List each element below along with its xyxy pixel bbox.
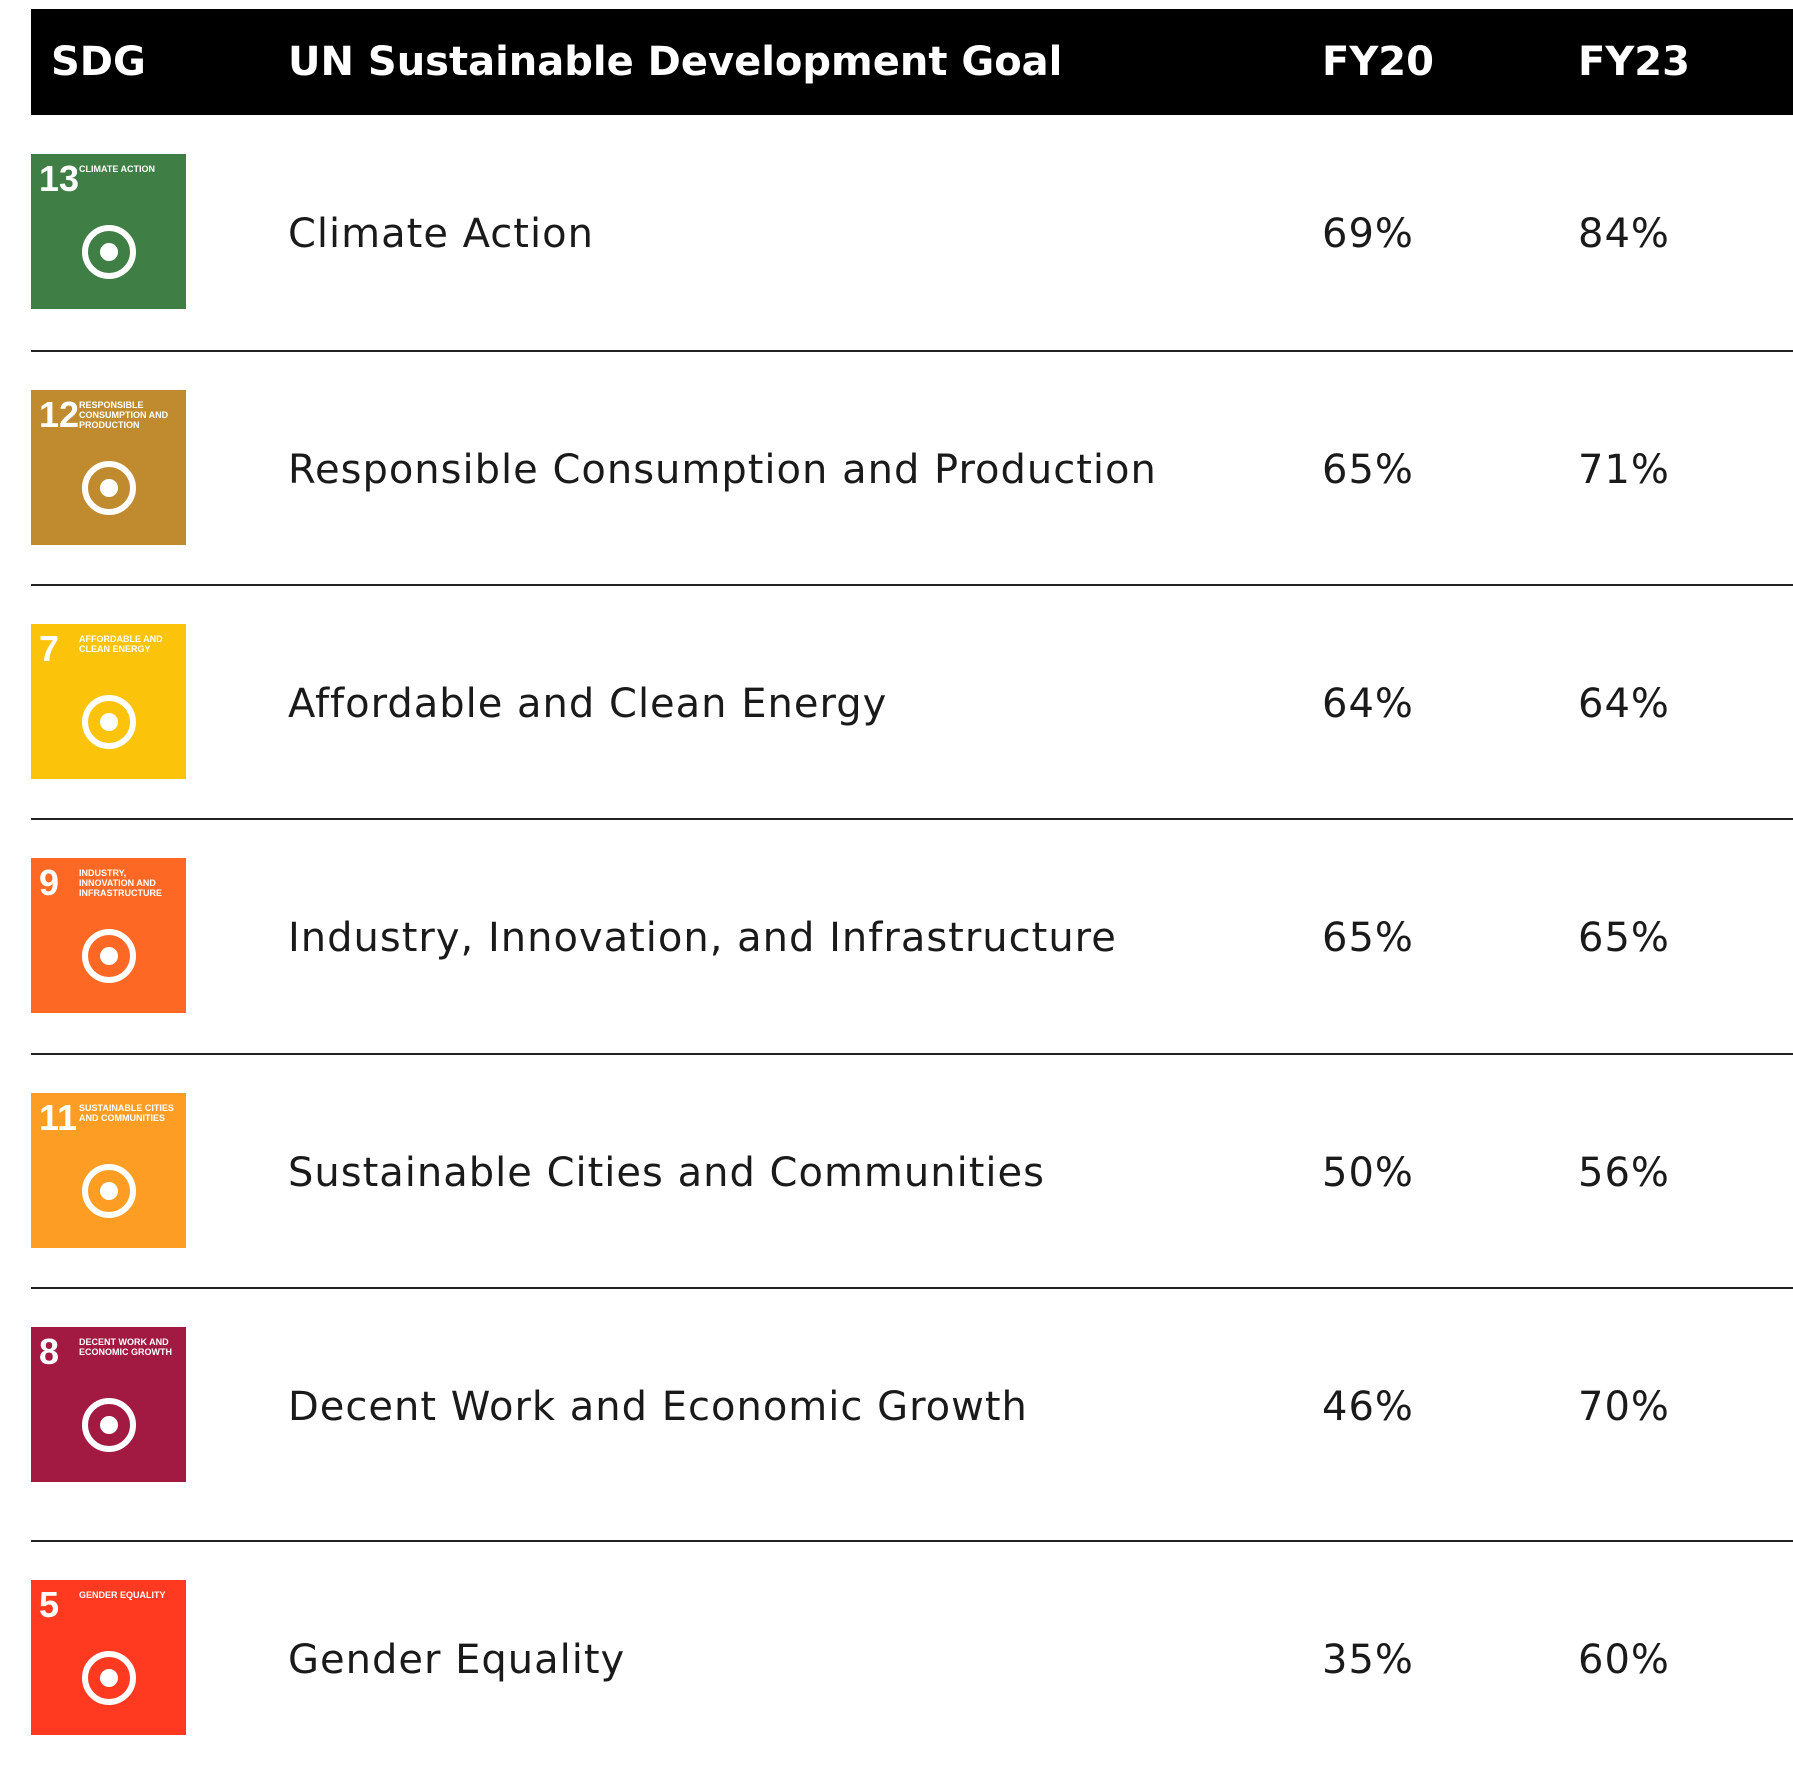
column-header: SDG — [51, 39, 146, 85]
header-bar — [31, 9, 1793, 115]
fy23-value: 64% — [1578, 681, 1670, 727]
column-header: FY23 — [1578, 39, 1690, 85]
sdg-number: 13 — [39, 158, 80, 199]
sdg-pictogram — [82, 1164, 136, 1218]
fy20-value: 65% — [1322, 915, 1414, 961]
fy23-value: 60% — [1578, 1637, 1670, 1683]
sdg-number: 11 — [39, 1097, 78, 1138]
sdg-icon: 11 SUSTAINABLE CITIES AND COMMUNITIES — [31, 1093, 186, 1248]
fy23-value: 70% — [1578, 1384, 1670, 1430]
goal-name: Gender Equality — [288, 1637, 626, 1683]
goal-name: Sustainable Cities and Communities — [288, 1150, 1045, 1196]
fy23-value: 71% — [1578, 447, 1670, 493]
goal-name: Decent Work and Economic Growth — [288, 1384, 1028, 1430]
sdg-number: 5 — [39, 1584, 60, 1625]
sdg-number: 12 — [39, 394, 80, 435]
fy20-value: 46% — [1322, 1384, 1414, 1430]
sdg-number: 9 — [39, 862, 60, 903]
column-header: FY20 — [1322, 39, 1434, 85]
goal-name: Affordable and Clean Energy — [288, 681, 888, 727]
fy20-value: 64% — [1322, 681, 1414, 727]
sdg-pictogram — [82, 1651, 136, 1705]
sdg-label: AFFORDABLE AND CLEAN ENERGY — [79, 634, 163, 654]
sdg-pictogram — [82, 225, 136, 279]
column-header: UN Sustainable Development Goal — [288, 39, 1063, 85]
fy20-value: 50% — [1322, 1150, 1414, 1196]
sdg-pictogram — [82, 1398, 136, 1452]
fy20-value: 65% — [1322, 447, 1414, 493]
row-separator — [31, 584, 1793, 586]
fy23-value: 65% — [1578, 915, 1670, 961]
sdg-label: SUSTAINABLE CITIES AND COMMUNITIES — [79, 1103, 174, 1123]
row-separator — [31, 350, 1793, 352]
fy23-value: 56% — [1578, 1150, 1670, 1196]
sdg-icon: 12 RESPONSIBLE CONSUMPTION AND PRODUCTION — [31, 390, 186, 545]
sdg-icon: 7 AFFORDABLE AND CLEAN ENERGY — [31, 624, 186, 779]
sdg-icon: 13 CLIMATE ACTION — [31, 154, 186, 309]
sdg-label: DECENT WORK AND ECONOMIC GROWTH — [79, 1337, 172, 1357]
sdg-icon: 5 GENDER EQUALITY — [31, 1580, 186, 1735]
sdg-pictogram — [82, 461, 136, 515]
sdg-icon: 8 DECENT WORK AND ECONOMIC GROWTH — [31, 1327, 186, 1482]
fy20-value: 35% — [1322, 1637, 1414, 1683]
sdg-label: RESPONSIBLE CONSUMPTION AND PRODUCTION — [79, 400, 169, 430]
fy20-value: 69% — [1322, 211, 1414, 257]
sdg-pictogram — [82, 929, 136, 983]
sdg-number: 7 — [39, 628, 60, 669]
goal-name: Climate Action — [288, 211, 594, 257]
row-separator — [31, 1540, 1793, 1542]
goal-name: Responsible Consumption and Production — [288, 447, 1157, 493]
goal-name: Industry, Innovation, and Infrastructure — [288, 915, 1117, 961]
sdg-label: CLIMATE ACTION — [79, 164, 155, 174]
row-separator — [31, 818, 1793, 820]
row-separator — [31, 1287, 1793, 1289]
sdg-label: INDUSTRY, INNOVATION AND INFRASTRUCTURE — [79, 868, 162, 898]
sdg-pictogram — [82, 695, 136, 749]
row-separator — [31, 1053, 1793, 1055]
sdg-label: GENDER EQUALITY — [79, 1590, 166, 1600]
sdg-icon: 9 INDUSTRY, INNOVATION AND INFRASTRUCTURE — [31, 858, 186, 1013]
fy23-value: 84% — [1578, 211, 1670, 257]
sdg-number: 8 — [39, 1331, 60, 1372]
